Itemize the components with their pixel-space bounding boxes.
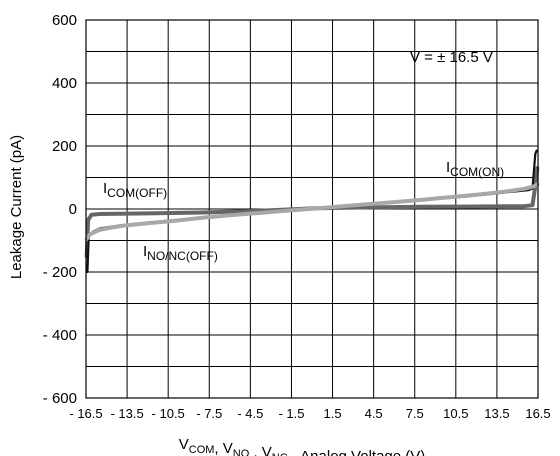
x-tick-label: 10.5 [443,406,468,421]
x-tick-labels: - 16.5 - 13.5 - 10.5 - 7.5 - 4.5 - 1.5 1.5 4.5 7… [69,406,550,421]
y-axis-label: Leakage Current (pA) [8,135,25,279]
x-tick-label: - 16.5 [69,406,102,421]
series-labels: INO/NC(OFF) ICOM(OFF) ICOM(ON) [103,159,504,263]
y-tick-labels: - 600 - 400 - 200 0 200 400 600 [43,12,77,407]
series-line-com-off [84,166,540,259]
y-tick-label: - 400 [43,327,77,344]
series-label: ICOM(ON) [446,159,504,179]
x-tick-label: - 10.5 [152,406,185,421]
x-tick-label: - 13.5 [110,406,143,421]
series-label: INO/NC(OFF) [143,243,218,263]
voltage-annotation: V = ± 16.5 V [410,49,493,66]
x-tick-label: 13.5 [484,406,509,421]
x-tick-label: - 4.5 [237,406,263,421]
x-tick-label: 1.5 [324,406,342,421]
plot-frame [85,19,539,399]
series-label: ICOM(OFF) [103,180,167,200]
x-axis-label: VCOM, VNO , VNC - Analog Voltage (V) [179,436,426,456]
y-tick-label: 600 [52,12,77,29]
y-tick-label: 200 [52,138,77,155]
x-tick-label: 4.5 [365,406,383,421]
x-tick-label: - 1.5 [278,406,304,421]
x-tick-label: 16.5 [525,406,550,421]
x-tick-label: 7.5 [406,406,424,421]
series-lines [84,149,540,274]
y-tick-label: - 200 [43,264,77,281]
y-tick-label: - 600 [43,390,77,407]
y-tick-label: 400 [52,75,77,92]
x-tick-label: - 7.5 [196,406,222,421]
y-tick-label: 0 [69,201,77,218]
series-line-com-on [84,182,540,241]
